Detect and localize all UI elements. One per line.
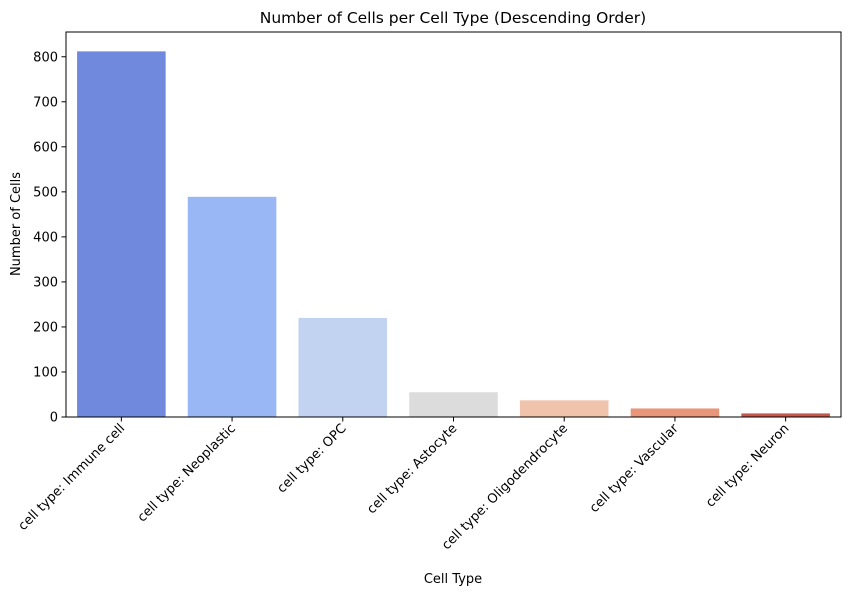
y-tick-label: 700 <box>33 95 58 110</box>
bar-3 <box>409 392 498 417</box>
x-axis-title: Cell Type <box>424 572 482 587</box>
bar-1 <box>187 196 277 417</box>
chart-title: Number of Cells per Cell Type (Descendin… <box>260 9 646 27</box>
y-tick-label: 300 <box>33 275 58 290</box>
y-axis: 0 100 200 300 400 500 600 700 800 <box>33 50 66 426</box>
y-tick-label: 0 <box>50 411 58 426</box>
bar-6 <box>741 413 830 417</box>
bar-5 <box>630 408 720 417</box>
bar-0 <box>77 51 166 417</box>
plot-frame <box>65 31 842 418</box>
y-tick-label: 500 <box>33 185 58 200</box>
bar-4 <box>519 400 609 417</box>
y-tick-label: 100 <box>33 365 58 380</box>
bars-group <box>77 51 830 417</box>
y-tick-label: 200 <box>33 320 58 335</box>
y-tick-label: 800 <box>33 50 58 65</box>
y-tick-label: 600 <box>33 140 58 155</box>
y-tick-label: 400 <box>33 230 58 245</box>
y-axis-title: Number of Cells <box>9 172 24 276</box>
bar-2 <box>298 317 388 417</box>
